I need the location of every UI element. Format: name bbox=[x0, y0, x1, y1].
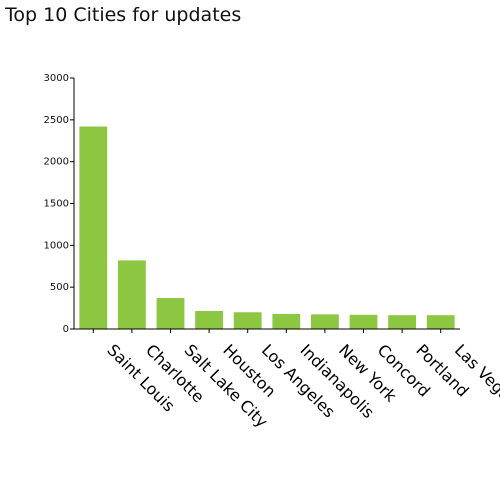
bar bbox=[233, 312, 262, 329]
y-tick-label: 1500 bbox=[44, 199, 69, 210]
y-tick-label: 0 bbox=[63, 324, 69, 335]
bar bbox=[118, 260, 146, 329]
bar bbox=[272, 313, 301, 329]
bar bbox=[311, 314, 339, 329]
bar bbox=[388, 315, 416, 329]
y-tick-label: 3000 bbox=[44, 73, 69, 84]
y-tick-label: 1000 bbox=[44, 240, 69, 251]
y-tick-label: 2500 bbox=[44, 115, 69, 126]
bars bbox=[79, 126, 455, 329]
bar bbox=[349, 314, 378, 329]
y-axis: 0 500 1000 1500 2000 2500 3000 bbox=[44, 73, 75, 335]
bar bbox=[426, 315, 455, 329]
chart-title: Top 10 Cities for updates bbox=[5, 4, 242, 26]
bar bbox=[79, 126, 108, 329]
bar bbox=[195, 311, 223, 329]
y-tick-label: 500 bbox=[50, 282, 69, 293]
y-tick-label: 2000 bbox=[44, 157, 69, 168]
bar bbox=[156, 298, 185, 329]
